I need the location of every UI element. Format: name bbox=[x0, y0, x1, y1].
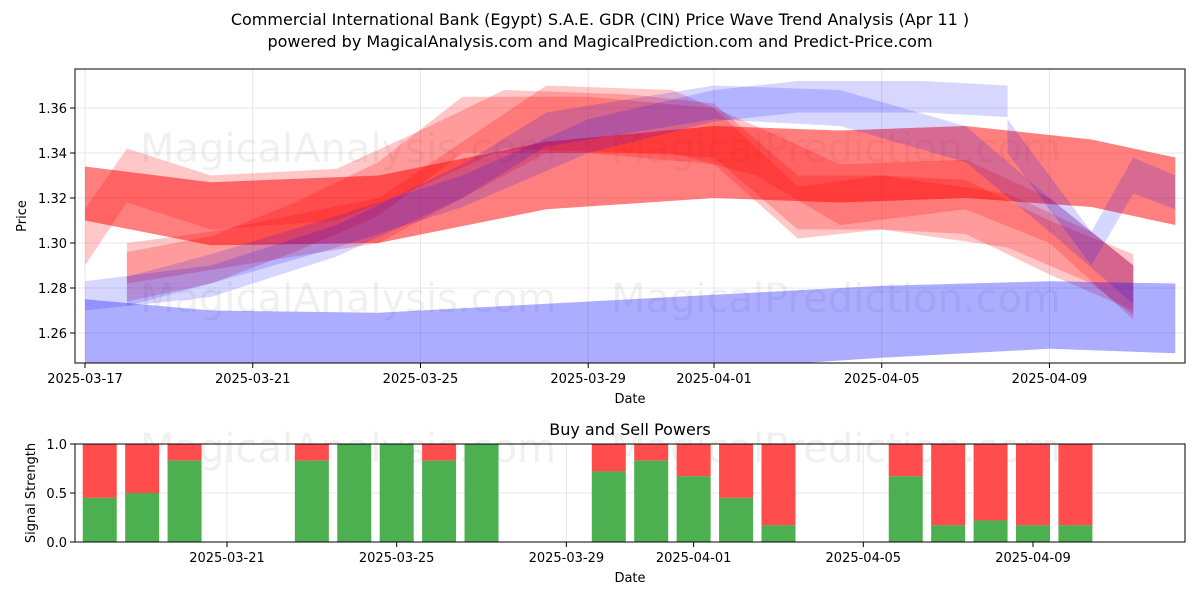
buy-power-bar bbox=[337, 444, 372, 542]
chart-title: Commercial International Bank (Egypt) S.… bbox=[230, 10, 970, 29]
y-tick-label: 1.28 bbox=[38, 282, 67, 297]
x-tick-label: 2025-03-17 bbox=[47, 372, 123, 387]
powers-y-axis: 0.0 0.5 1.0 bbox=[46, 438, 75, 551]
sell-power-bar bbox=[888, 444, 923, 477]
buy-power-bar bbox=[1016, 525, 1050, 542]
sell-power-bar bbox=[167, 444, 202, 461]
y-tick-label: 0.0 bbox=[46, 536, 67, 551]
sell-power-bar bbox=[761, 444, 796, 526]
main-x-axis: 2025-03-17 2025-03-21 2025-03-25 2025-03-29… bbox=[47, 363, 1087, 387]
sell-power-bar bbox=[634, 444, 669, 461]
buy-power-bar bbox=[294, 460, 329, 542]
x-tick-label: 2025-04-05 bbox=[826, 551, 902, 566]
buy-power-bar bbox=[634, 460, 669, 542]
main-x-axis-label: Date bbox=[614, 392, 645, 407]
buy-power-bar bbox=[422, 460, 457, 542]
x-tick-label: 2025-04-01 bbox=[676, 372, 752, 387]
sell-power-bar bbox=[591, 444, 626, 472]
x-tick-label: 2025-03-21 bbox=[189, 551, 265, 566]
blue-wave-band bbox=[85, 281, 1176, 363]
sell-power-bar bbox=[973, 444, 1008, 521]
x-tick-label: 2025-04-09 bbox=[995, 551, 1071, 566]
buy-power-bar bbox=[1058, 525, 1093, 542]
x-tick-label: 2025-03-25 bbox=[359, 551, 435, 566]
watermark-text: MagicalPrediction.com bbox=[611, 276, 1061, 322]
y-tick-label: 0.5 bbox=[46, 487, 67, 502]
buy-power-bar bbox=[719, 497, 754, 542]
red-wave-band bbox=[85, 126, 1176, 246]
buy-power-bar bbox=[167, 460, 202, 542]
buy-power-bar bbox=[888, 476, 923, 542]
main-y-axis-label: Price bbox=[15, 200, 30, 232]
buy-power-bar bbox=[931, 525, 966, 542]
main-plot-frame bbox=[74, 68, 1186, 364]
y-tick-label: 1.0 bbox=[46, 438, 67, 453]
price-wave-bands bbox=[85, 81, 1176, 363]
sell-power-bar bbox=[1058, 444, 1093, 526]
x-tick-label: 2025-03-25 bbox=[383, 372, 459, 387]
blue-wave-band bbox=[85, 85, 1134, 311]
sell-power-bar bbox=[125, 444, 160, 493]
powers-x-axis: 2025-03-21 2025-03-25 2025-03-29 2025-04-01… bbox=[189, 542, 1071, 566]
blue-wave-band bbox=[126, 81, 1008, 306]
buy-power-bar bbox=[125, 493, 160, 542]
powers-bars bbox=[82, 444, 1093, 542]
buy-power-bar bbox=[591, 471, 626, 542]
x-tick-label: 2025-04-09 bbox=[1012, 372, 1088, 387]
buy-power-bar bbox=[464, 444, 499, 542]
x-tick-label: 2025-03-21 bbox=[215, 372, 291, 387]
main-y-axis: 1.26 1.28 1.30 1.32 1.34 1.36 bbox=[38, 102, 75, 342]
buy-power-bar bbox=[676, 476, 711, 542]
x-tick-label: 2025-03-29 bbox=[529, 551, 605, 566]
powers-x-axis-label: Date bbox=[614, 571, 645, 586]
sell-power-bar bbox=[294, 444, 329, 461]
sell-power-bar bbox=[719, 444, 754, 498]
x-tick-label: 2025-04-05 bbox=[844, 372, 920, 387]
y-tick-label: 1.34 bbox=[38, 147, 67, 162]
buy-power-bar bbox=[379, 444, 414, 542]
sell-power-bar bbox=[1016, 444, 1050, 526]
y-tick-label: 1.30 bbox=[38, 237, 67, 252]
buy-power-bar bbox=[761, 525, 796, 542]
buy-power-bar bbox=[973, 520, 1008, 542]
x-tick-label: 2025-03-29 bbox=[550, 372, 626, 387]
sell-power-bar bbox=[422, 444, 457, 461]
red-wave-band bbox=[126, 85, 1134, 320]
y-tick-label: 1.26 bbox=[38, 327, 67, 342]
blue-wave-band bbox=[1007, 119, 1176, 266]
sell-power-bar bbox=[676, 444, 711, 477]
powers-chart-title: Buy and Sell Powers bbox=[549, 420, 711, 439]
buy-power-bar bbox=[82, 497, 117, 542]
y-tick-label: 1.32 bbox=[38, 192, 67, 207]
sell-power-bar bbox=[82, 444, 117, 498]
chart-subtitle: powered by MagicalAnalysis.com and Magic… bbox=[267, 32, 933, 51]
x-tick-label: 2025-04-01 bbox=[656, 551, 732, 566]
sell-power-bar bbox=[931, 444, 966, 526]
y-tick-label: 1.36 bbox=[38, 102, 67, 117]
red-wave-band bbox=[126, 96, 1134, 315]
powers-y-axis-label: Signal Strength bbox=[24, 443, 39, 543]
watermark-text: MagicalAnalysis.com bbox=[140, 276, 556, 322]
red-wave-band bbox=[85, 90, 1134, 311]
